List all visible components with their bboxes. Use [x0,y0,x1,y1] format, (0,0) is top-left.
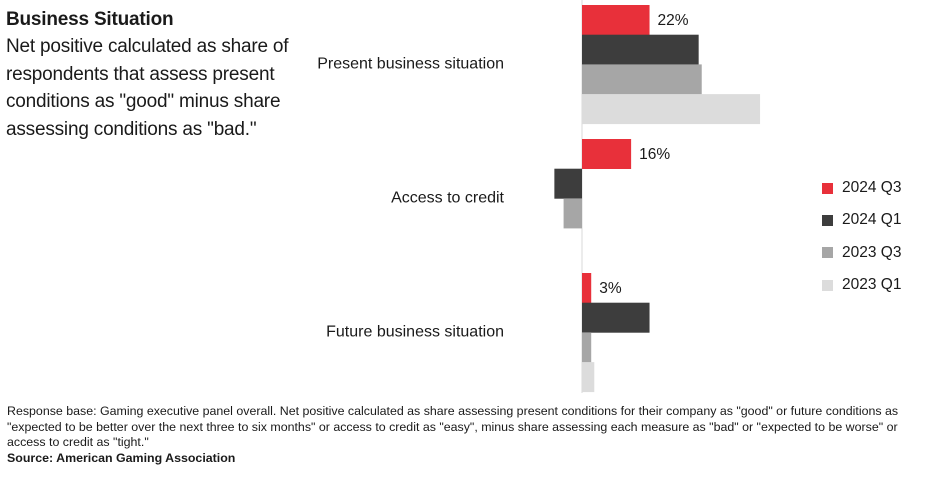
legend-swatch-2024-q1 [822,214,833,226]
legend-label-2023-q3: 2023 Q3 [842,243,902,261]
bar-present-business-situation-2023-q1 [582,94,761,125]
legend-swatch-2023-q3 [822,247,833,259]
bar-future-business-situation-2023-q1 [582,362,595,393]
bar-future-business-situation-2024-q1 [582,302,650,333]
data-label-present-business-situation: 22% [658,12,689,29]
legend-item-2023-q3: 2023 Q3 [822,237,901,269]
chart-title: Business Situation [6,9,174,30]
data-label-future-business-situation: 3% [599,280,622,297]
legend-item-2023-q1: 2023 Q1 [822,269,901,301]
legend-label-2024-q1: 2024 Q1 [842,211,902,229]
bar-present-business-situation-2024-q1 [582,34,699,65]
category-label-future-business-situation: Future business situation [326,323,504,340]
bar-future-business-situation-2023-q3 [582,332,592,363]
footnote-block: Response base: Gaming executive panel ov… [7,404,922,466]
category-label-present-business-situation: Present business situation [317,55,504,72]
data-label-access-to-credit: 16% [639,146,670,163]
bar-present-business-situation-2024-q3 [582,5,650,35]
chart-subtitle: Net positive calculated as share of resp… [6,36,289,140]
legend-label-2023-q1: 2023 Q1 [842,276,902,294]
bar-future-business-situation-2024-q3 [582,273,592,303]
legend-swatch-2024-q3 [822,182,833,194]
legend-label-2024-q3: 2024 Q3 [842,179,902,197]
bar-present-business-situation-2023-q3 [582,64,702,95]
bar-access-to-credit-2023-q3 [563,198,582,229]
legend-swatch-2023-q1 [822,279,833,291]
legend-item-2024-q3: 2024 Q3 [822,172,901,204]
legend: 2024 Q3 2024 Q1 2023 Q3 2023 Q1 [822,172,901,301]
footnote-text: Response base: Gaming executive panel ov… [7,404,899,450]
category-label-access-to-credit: Access to credit [391,189,504,206]
legend-item-2024-q1: 2024 Q1 [822,204,901,236]
bar-access-to-credit-2024-q1 [554,168,582,199]
bar-access-to-credit-2024-q3 [582,139,632,169]
source-text: Source: American Gaming Association [7,450,236,465]
